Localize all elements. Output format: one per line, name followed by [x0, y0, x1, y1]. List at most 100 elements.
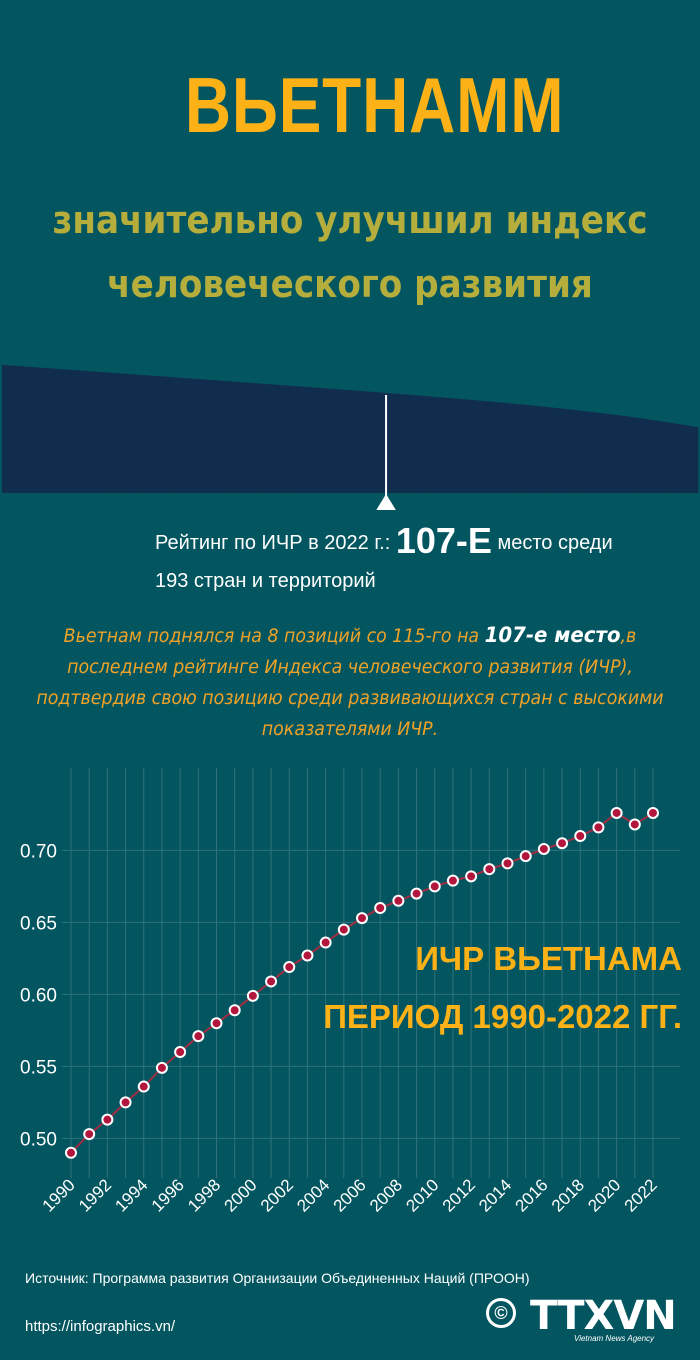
ranking-bar	[322, 388, 327, 493]
ranking-bar	[106, 372, 111, 493]
ranking-bar	[330, 388, 335, 493]
ranking-bar	[74, 370, 79, 493]
data-point	[410, 887, 423, 900]
ranking-bar	[427, 396, 432, 493]
ranking-bar	[542, 406, 547, 493]
ranking-bar	[333, 389, 338, 493]
data-point	[628, 818, 641, 831]
ranking-bar	[647, 419, 652, 493]
ranking-bar	[225, 381, 230, 493]
ranking-bars	[2, 365, 699, 493]
ranking-bar	[171, 377, 176, 493]
data-point	[610, 806, 623, 819]
data-point	[483, 863, 496, 876]
ranking-bar	[297, 386, 302, 493]
ranking-bar	[243, 382, 248, 493]
ranking-bar	[481, 400, 486, 493]
ranking-bar	[157, 376, 161, 493]
ranking-bar	[683, 425, 688, 493]
ranking-bar	[564, 409, 569, 493]
y-tick-label: 0.65	[20, 913, 57, 934]
data-point	[446, 874, 459, 887]
ranking-bar	[622, 415, 627, 493]
y-tick-label: 0.70	[20, 841, 57, 862]
ranking-bar	[315, 387, 320, 493]
ranking-bar	[240, 382, 244, 493]
ranking-value: 107-Е	[395, 520, 492, 561]
y-tick-label: 0.50	[20, 1129, 57, 1150]
ranking-bar	[441, 397, 446, 493]
ranking-bar	[550, 407, 555, 493]
ranking-bar	[59, 369, 64, 493]
ranking-bar	[34, 367, 39, 493]
ranking-bar	[366, 391, 371, 493]
page-title: ВЬЕТНАММ	[184, 61, 565, 149]
hdi-series-points	[65, 806, 659, 1159]
ranking-bar	[265, 384, 270, 493]
ranking-bar	[160, 376, 165, 493]
ranking-bar	[340, 389, 345, 493]
ranking-bar	[506, 403, 511, 493]
data-point	[319, 936, 332, 949]
ranking-bar	[337, 389, 342, 493]
ranking-bar	[290, 385, 295, 493]
data-point	[592, 821, 605, 834]
ranking-bar	[679, 424, 684, 493]
ranking-bar	[539, 406, 544, 493]
source-text: Источник: Программа развития Организации…	[25, 1270, 530, 1286]
x-tick-label: 2000	[221, 1175, 261, 1215]
ranking-bar	[618, 415, 623, 493]
ranking-bar	[52, 368, 57, 493]
subtitle-line-1: значительно улучшил индекс	[52, 198, 648, 242]
ranking-bar	[153, 375, 158, 493]
ttxvn-logo: TTXVN	[530, 1293, 677, 1339]
ranking-bar	[521, 404, 526, 493]
ranking-bar	[113, 373, 118, 493]
ranking-bar	[654, 420, 659, 493]
data-point	[647, 806, 659, 819]
data-point	[65, 1146, 77, 1159]
ranking-total-text: 193 стран и территорий	[155, 570, 376, 592]
ranking-bar	[121, 373, 125, 493]
ranking-bar	[503, 402, 508, 493]
ranking-bar	[402, 394, 407, 493]
ranking-bar	[167, 376, 172, 493]
ranking-bar	[135, 374, 140, 493]
ranking-suffix: место среди	[497, 532, 613, 554]
chart-title-line-2: ПЕРИОД 1990-2022 ГГ.	[323, 998, 682, 1035]
data-point	[556, 837, 569, 850]
data-point	[155, 1061, 168, 1074]
ranking-bar	[362, 391, 367, 493]
x-tick-label: 1990	[39, 1175, 79, 1215]
ranking-bar	[178, 377, 183, 493]
ranking-bar	[146, 375, 151, 493]
ranking-bar	[625, 416, 630, 493]
x-tick-label: 2010	[402, 1175, 442, 1215]
data-point	[392, 894, 405, 907]
ranking-bar	[308, 387, 313, 493]
note-highlight: 107-е место	[484, 623, 621, 647]
ranking-bar	[423, 396, 428, 493]
ranking-bar	[45, 368, 50, 493]
ranking-bar	[117, 373, 122, 493]
ranking-bar	[38, 367, 42, 493]
ranking-bar	[185, 378, 190, 493]
x-tick-label: 2016	[512, 1175, 552, 1215]
data-point	[192, 1030, 205, 1043]
note-after: ,в последнем рейтинге Индекса человеческ…	[36, 626, 664, 740]
ranking-bar	[196, 379, 201, 493]
ranking-bar	[48, 368, 53, 493]
ranking-bar	[23, 366, 28, 493]
ranking-bar	[5, 365, 10, 493]
chart-grid	[62, 768, 680, 1178]
data-point	[574, 830, 587, 842]
x-tick-label: 2022	[621, 1175, 661, 1215]
ranking-bar	[236, 381, 241, 493]
ranking-bar	[528, 405, 533, 493]
data-point	[265, 975, 278, 988]
ranking-bar	[690, 426, 695, 493]
website-link[interactable]: https://infographics.vn/	[25, 1318, 176, 1335]
ranking-bar	[582, 411, 587, 493]
ranking-bar	[651, 420, 656, 493]
ranking-bar	[203, 379, 208, 493]
